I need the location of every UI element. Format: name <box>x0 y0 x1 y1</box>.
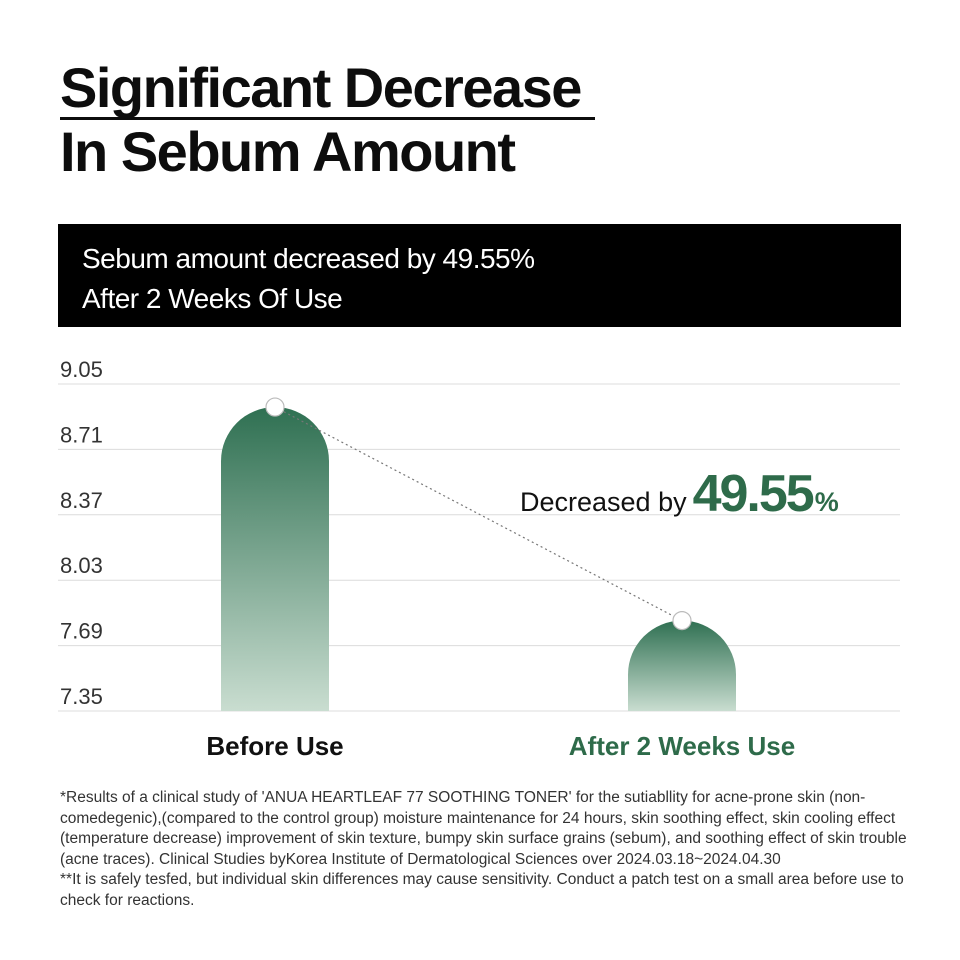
annotation-unit: % <box>814 487 839 517</box>
title-line-1: Significant Decrease <box>60 59 595 120</box>
y-tick-label: 7.69 <box>60 619 103 644</box>
grid-lines <box>58 383 900 712</box>
category-labels: Before Use After 2 Weeks Use <box>206 731 795 761</box>
x-category-label: After 2 Weeks Use <box>569 731 795 761</box>
decrease-annotation: Decreased by 49.55 % <box>520 464 839 524</box>
y-tick-label: 8.03 <box>60 553 103 578</box>
y-tick-label: 7.35 <box>60 684 103 709</box>
page-title: Significant Decrease In Sebum Amount <box>60 58 595 182</box>
annotation-prefix: Decreased by <box>520 487 687 517</box>
footnote-safety: **It is safely tesfed, but individual sk… <box>60 871 904 909</box>
banner-line-1: Sebum amount decreased by 49.55% <box>82 243 535 274</box>
bar-top-marker <box>265 397 285 417</box>
y-tick-label: 8.71 <box>60 422 103 447</box>
banner-line-2: After 2 Weeks Of Use <box>82 283 343 314</box>
y-tick-label: 9.05 <box>60 357 103 382</box>
bar-after-2-weeks <box>628 620 736 711</box>
bar-top-marker <box>672 610 692 631</box>
bars <box>221 407 736 711</box>
x-category-label: Before Use <box>206 731 343 761</box>
title-line-2: In Sebum Amount <box>60 120 516 183</box>
bar-before-use <box>221 407 329 711</box>
connector <box>265 397 692 631</box>
y-tick-label: 8.37 <box>60 488 103 513</box>
result-banner: Sebum amount decreased by 49.55% After 2… <box>58 224 901 327</box>
footnote: *Results of a clinical study of 'ANUA HE… <box>60 788 910 911</box>
y-axis-ticks: 9.05 8.71 8.37 8.03 7.69 7.35 <box>60 357 103 709</box>
connector-dashed-line <box>274 406 683 622</box>
footnote-study: *Results of a clinical study of 'ANUA HE… <box>60 789 907 868</box>
annotation-value: 49.55 <box>692 465 815 523</box>
